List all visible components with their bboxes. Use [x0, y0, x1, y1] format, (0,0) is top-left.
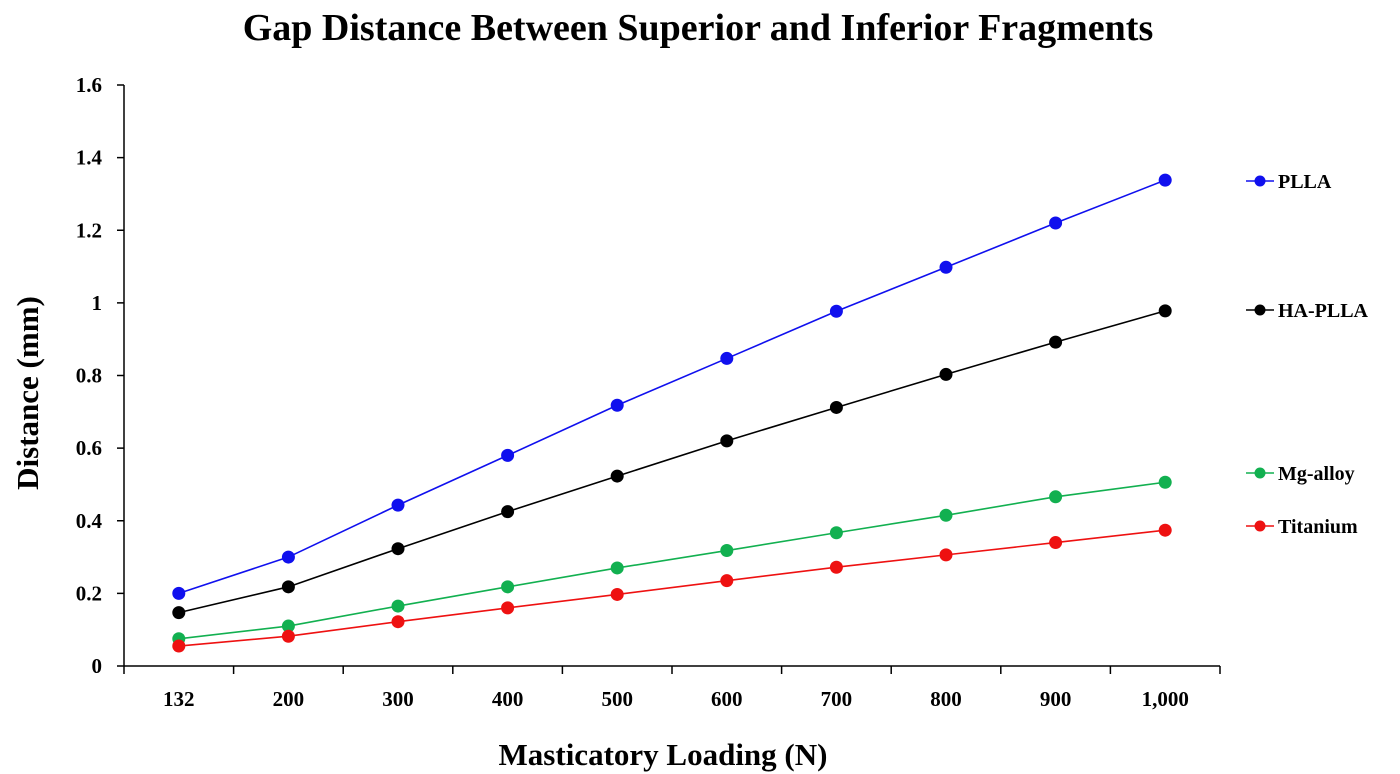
data-point: [1049, 216, 1063, 230]
data-point: [1049, 490, 1063, 504]
data-point: [1049, 335, 1063, 349]
legend-marker: [1254, 304, 1266, 316]
x-ticks: 132 200 300 400 500 600 700 800 900 1,000: [123, 666, 1221, 711]
y-tick-label: 0.2: [76, 581, 102, 605]
y-tick-label: 0.4: [76, 509, 103, 533]
data-point: [1158, 475, 1172, 489]
y-tick-label: 0.8: [76, 364, 102, 388]
y-axis-label: Distance (mm): [10, 296, 45, 490]
data-point: [829, 304, 843, 318]
x-tick-label: 1,000: [1142, 687, 1189, 711]
data-point: [281, 619, 295, 633]
data-point: [501, 448, 515, 462]
data-point: [939, 260, 953, 274]
data-point: [829, 400, 843, 414]
legend-label: Titanium: [1278, 516, 1358, 538]
data-point: [1158, 304, 1172, 318]
data-point: [610, 587, 624, 601]
data-point: [720, 351, 734, 365]
data-point: [1158, 173, 1172, 187]
data-point: [172, 586, 186, 600]
series-layer: [172, 173, 1172, 653]
x-tick-label: 400: [492, 687, 524, 711]
y-tick-label: 1: [92, 291, 103, 315]
series-line-plla: [178, 179, 1166, 595]
y-tick-label: 0: [92, 654, 103, 678]
x-tick-label: 700: [821, 687, 853, 711]
data-point: [391, 498, 405, 512]
x-tick-label: 900: [1040, 687, 1072, 711]
data-point: [720, 544, 734, 558]
x-tick-label: 800: [930, 687, 962, 711]
series-line-ha-plla: [178, 310, 1166, 614]
legend-label: Mg-alloy: [1278, 463, 1355, 485]
legend-marker: [1254, 175, 1266, 187]
data-point: [720, 574, 734, 588]
data-point: [172, 606, 186, 620]
x-tick-label: 200: [273, 687, 305, 711]
legend-label: PLLA: [1278, 171, 1332, 193]
data-point: [501, 601, 515, 615]
chart-title: Gap Distance Between Superior and Inferi…: [243, 7, 1154, 49]
y-ticks: 0 0.2 0.4 0.6 0.8 1 1.2 1.4 1.6: [76, 73, 124, 678]
data-point: [829, 560, 843, 574]
data-point: [391, 542, 405, 556]
data-point: [281, 550, 295, 564]
series-line-mg-alloy: [178, 481, 1166, 640]
data-point: [1158, 523, 1172, 537]
data-point: [939, 548, 953, 562]
y-tick-label: 1.4: [76, 146, 103, 170]
data-point: [939, 508, 953, 522]
data-point: [172, 639, 186, 653]
data-point: [939, 367, 953, 381]
data-point: [501, 505, 515, 519]
x-tick-label: 500: [601, 687, 633, 711]
data-point: [501, 580, 515, 594]
x-tick-label: 300: [382, 687, 414, 711]
y-tick-label: 1.2: [76, 218, 102, 242]
data-point: [391, 615, 405, 629]
legend-marker: [1254, 520, 1266, 532]
x-tick-label: 600: [711, 687, 743, 711]
data-point: [281, 629, 295, 643]
x-tick-label: 132: [163, 687, 195, 711]
y-tick-label: 0.6: [76, 436, 102, 460]
data-point: [610, 561, 624, 575]
y-tick-label: 1.6: [76, 73, 102, 97]
data-point: [1049, 536, 1063, 550]
legend-label: HA-PLLA: [1278, 300, 1369, 322]
legend-marker: [1254, 467, 1266, 479]
data-point: [720, 434, 734, 448]
data-point: [610, 398, 624, 412]
data-point: [391, 599, 405, 613]
x-axis-label: Masticatory Loading (N): [499, 737, 828, 772]
legend: PLLA HA-PLLA Mg-alloy Titanium: [1246, 171, 1369, 538]
data-point: [281, 580, 295, 594]
data-point: [610, 469, 624, 483]
series-line-titanium: [178, 529, 1166, 647]
data-point: [829, 526, 843, 540]
